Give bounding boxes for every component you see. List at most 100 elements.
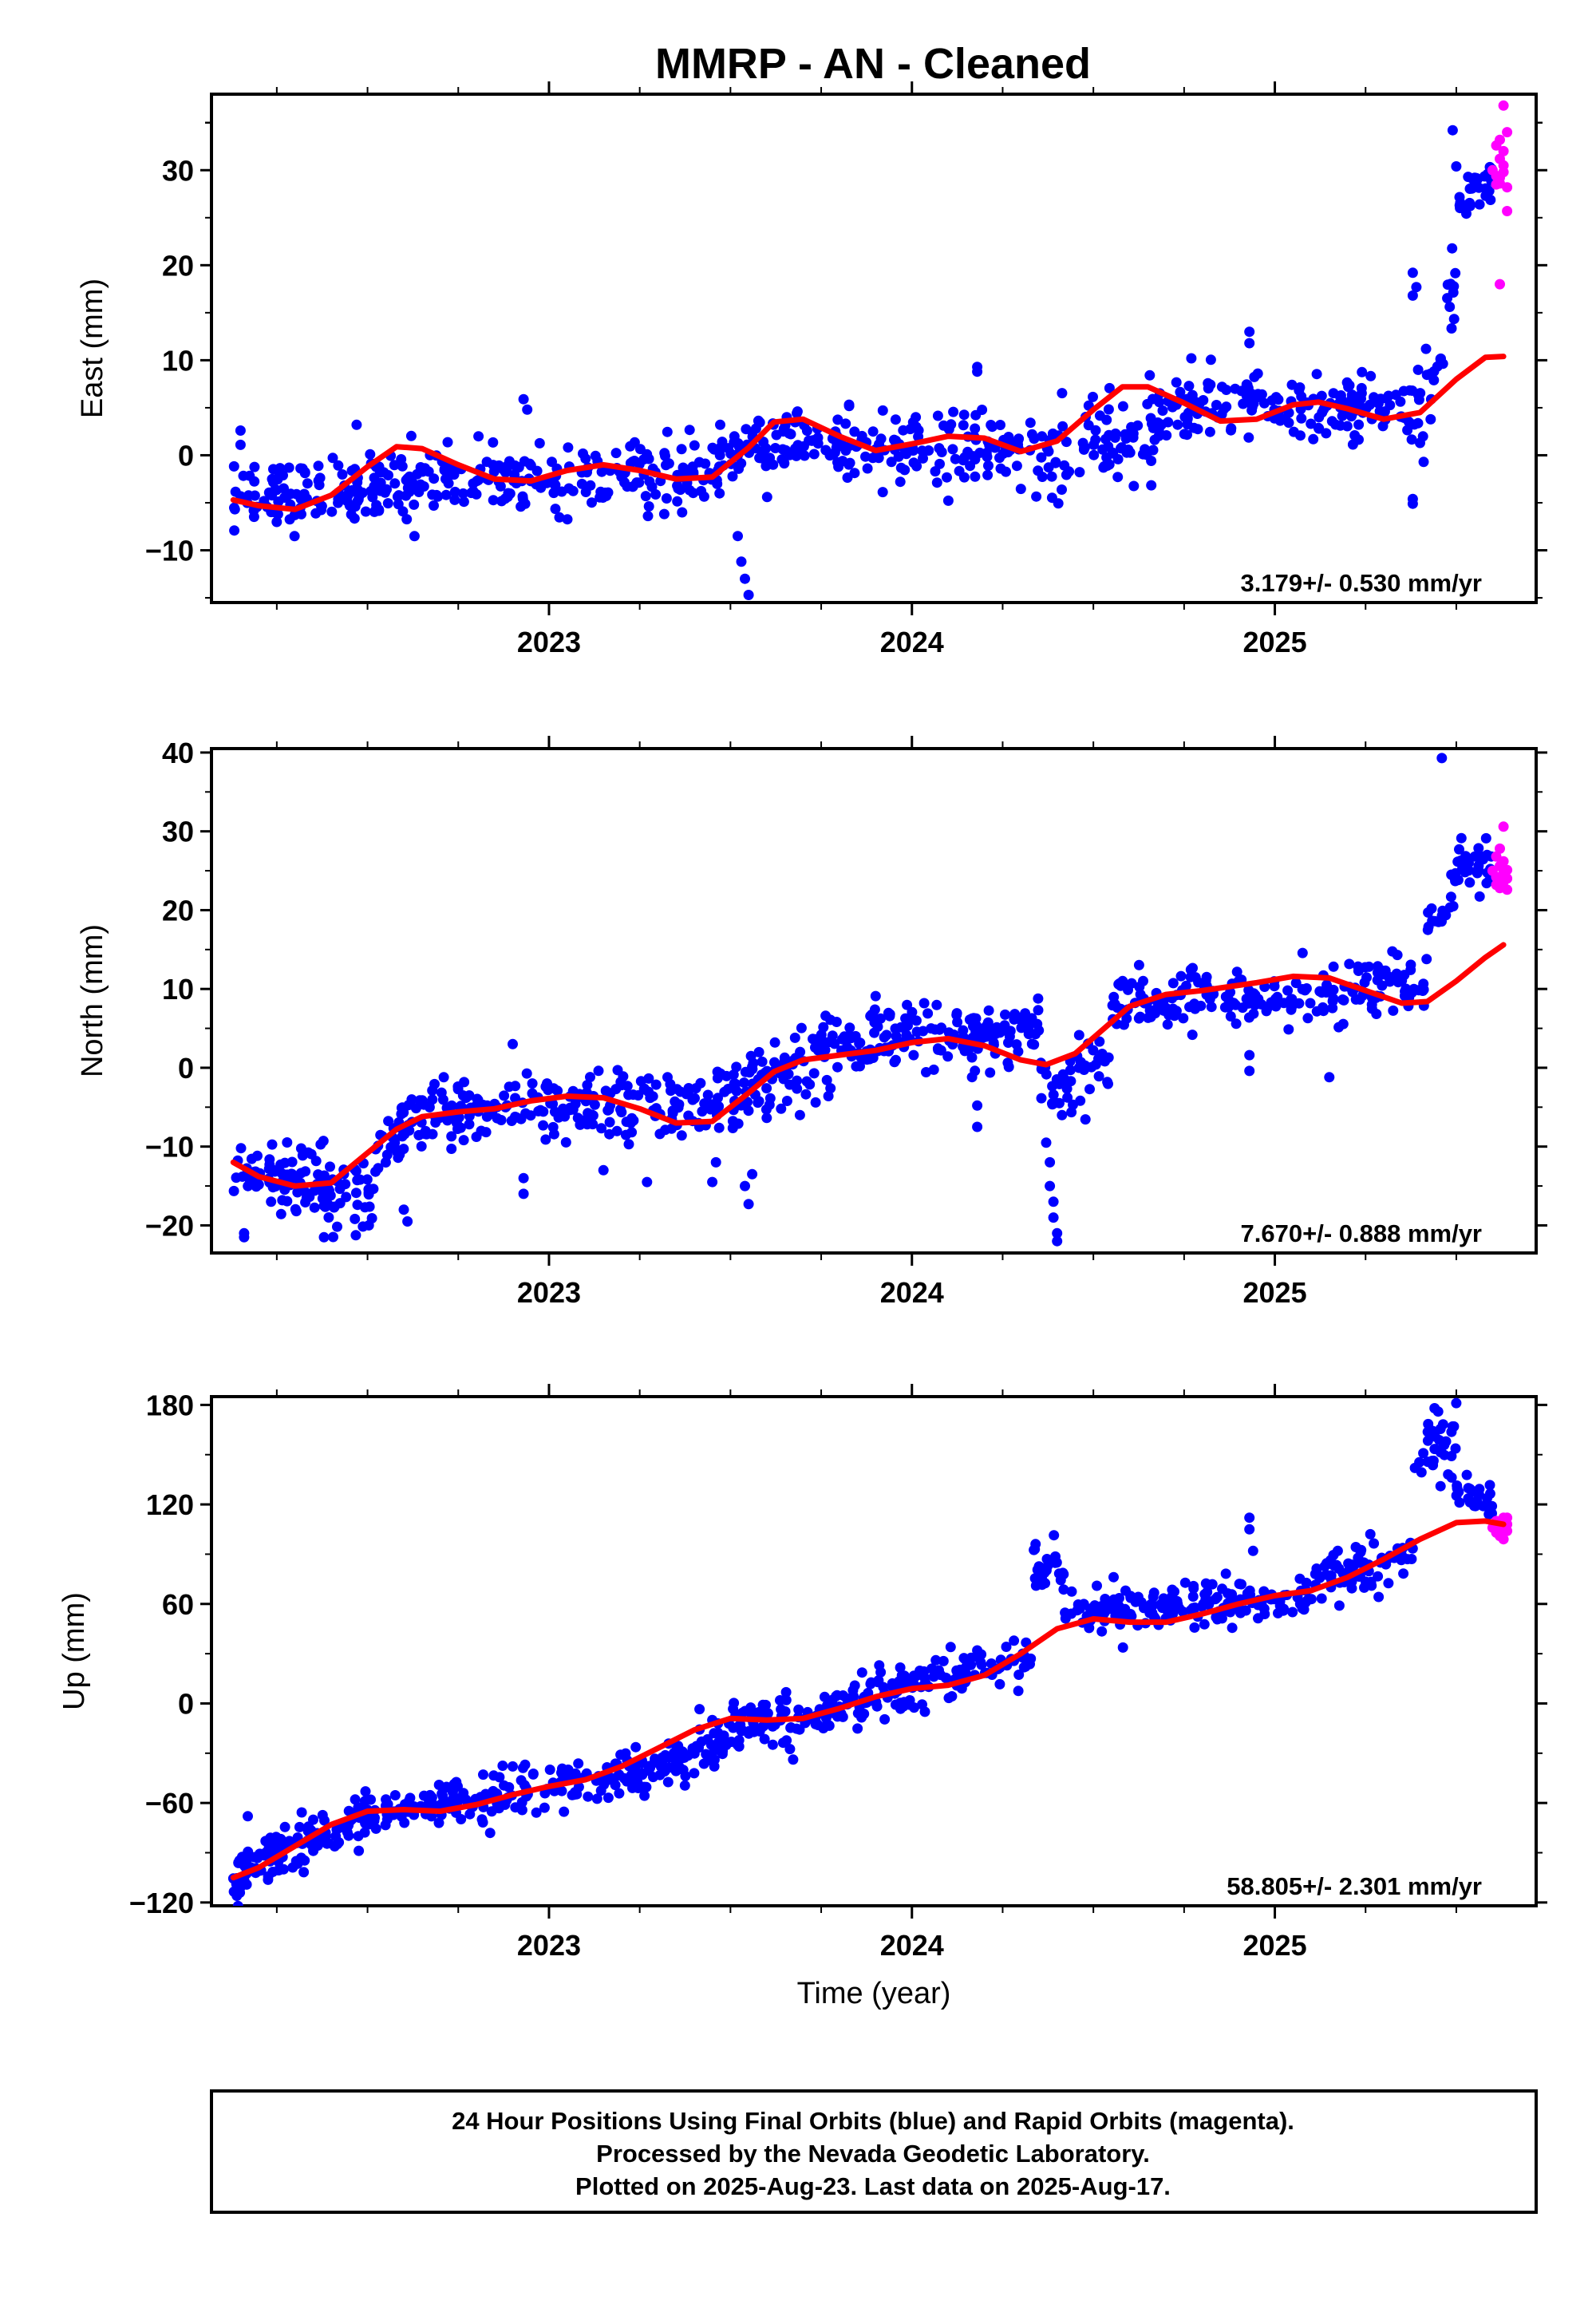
final-point [623, 1139, 634, 1150]
final-point [1025, 417, 1036, 429]
final-point [552, 1085, 563, 1097]
final-point [1311, 369, 1322, 380]
final-point [300, 1166, 311, 1177]
x-tick-label: 2024 [880, 1929, 944, 1962]
final-point [723, 443, 733, 454]
final-point [936, 447, 947, 457]
final-point [1092, 1580, 1102, 1591]
final-point [381, 1814, 393, 1825]
final-point [1144, 1607, 1156, 1618]
final-point [547, 1098, 559, 1109]
final-point [693, 456, 705, 468]
final-point [554, 512, 565, 523]
final-point [350, 1230, 361, 1241]
final-point [535, 1105, 546, 1116]
final-point [877, 405, 888, 416]
final-point [754, 417, 765, 428]
final-point [1286, 379, 1298, 390]
final-point [776, 454, 788, 465]
final-point [962, 446, 974, 457]
final-point [237, 1171, 248, 1182]
final-point [334, 1198, 346, 1209]
final-point [1204, 1596, 1215, 1607]
final-point [1120, 433, 1132, 444]
final-point [1391, 968, 1402, 979]
final-point [318, 1231, 330, 1243]
final-point [290, 1856, 302, 1867]
final-point [847, 1685, 859, 1696]
final-point [1202, 1587, 1213, 1598]
final-point [1154, 1001, 1165, 1012]
final-point [707, 1176, 718, 1188]
final-point [871, 1701, 883, 1712]
final-point [1297, 1603, 1308, 1614]
final-point [757, 1056, 768, 1067]
final-point [1186, 353, 1197, 364]
final-point [1200, 975, 1211, 986]
final-point [1428, 1455, 1439, 1466]
final-point [702, 1089, 713, 1101]
final-point [729, 431, 740, 442]
final-point [1132, 420, 1144, 431]
final-point [689, 1093, 700, 1104]
final-point [1447, 243, 1458, 254]
final-point [1029, 1039, 1040, 1050]
final-point [907, 417, 918, 428]
final-point [1249, 371, 1260, 382]
final-point [421, 1128, 432, 1140]
final-point [1088, 391, 1098, 402]
final-point [518, 1188, 529, 1199]
final-point [1385, 400, 1396, 411]
final-point [540, 1134, 551, 1145]
final-point [1324, 1072, 1335, 1083]
final-point [785, 1722, 796, 1733]
final-point [689, 440, 700, 451]
final-point [473, 475, 484, 485]
final-point [1001, 1642, 1012, 1652]
final-point [455, 1122, 466, 1133]
final-point [823, 1091, 834, 1101]
rapid-point [1502, 1512, 1513, 1524]
final-point [741, 424, 752, 435]
final-point [605, 1088, 616, 1099]
final-point [1398, 1568, 1409, 1579]
final-point [1451, 1490, 1462, 1501]
final-point [414, 1095, 425, 1106]
final-point [844, 1022, 855, 1034]
final-point [1003, 1037, 1013, 1048]
final-point [902, 999, 913, 1010]
final-point [985, 1067, 996, 1078]
final-point [1388, 1005, 1399, 1016]
final-point [810, 1718, 821, 1729]
x-tick-label: 2023 [517, 1276, 581, 1309]
final-point [942, 1051, 954, 1062]
final-point [349, 513, 360, 524]
final-point [1321, 428, 1332, 439]
final-point [1013, 1686, 1024, 1697]
footer-frame [210, 2089, 1538, 2214]
final-point [1484, 1480, 1495, 1491]
chart-title: MMRP - AN - Cleaned [655, 40, 1091, 88]
final-point [934, 1665, 944, 1676]
final-point [369, 472, 380, 484]
final-point [994, 1678, 1005, 1690]
final-point [1047, 1081, 1058, 1092]
final-point [1029, 1543, 1041, 1555]
final-point [316, 500, 327, 512]
final-point [1467, 173, 1478, 184]
final-point [820, 1010, 832, 1022]
final-point [1286, 1002, 1297, 1014]
final-point [634, 444, 646, 455]
final-point [970, 1065, 981, 1077]
final-point [743, 1105, 754, 1117]
final-point [1244, 1065, 1255, 1077]
final-point [309, 1202, 320, 1213]
final-point [488, 460, 499, 471]
final-point [736, 458, 747, 469]
final-point [859, 1709, 870, 1719]
final-point [804, 435, 815, 446]
final-point [995, 420, 1005, 430]
final-point [1046, 492, 1057, 504]
final-point [578, 448, 588, 459]
final-point [373, 505, 385, 516]
